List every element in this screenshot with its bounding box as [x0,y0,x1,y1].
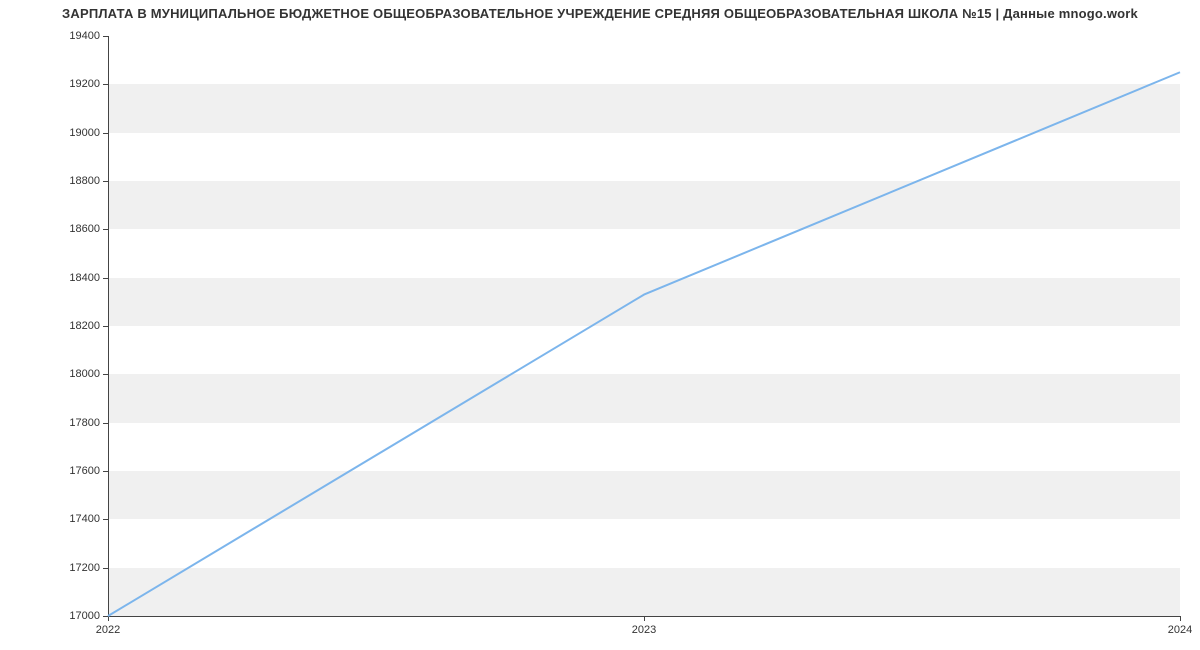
x-tick-label: 2024 [1168,624,1192,636]
y-tick-label: 18800 [69,175,100,187]
y-tick-label: 18600 [69,223,100,235]
y-tick-label: 18400 [69,272,100,284]
x-tick-label: 2023 [632,624,656,636]
y-tick-label: 17400 [69,513,100,525]
x-tick-label: 2022 [96,624,120,636]
plot-area: 1700017200174001760017800180001820018400… [108,36,1180,616]
chart-title: ЗАРПЛАТА В МУНИЦИПАЛЬНОЕ БЮДЖЕТНОЕ ОБЩЕО… [0,6,1200,21]
x-axis-line [108,616,1180,617]
x-tick-mark [1180,616,1181,621]
y-tick-label: 17000 [69,610,100,622]
y-tick-label: 19200 [69,78,100,90]
y-tick-label: 18200 [69,320,100,332]
y-tick-label: 17600 [69,465,100,477]
y-tick-label: 17200 [69,562,100,574]
chart-container: ЗАРПЛАТА В МУНИЦИПАЛЬНОЕ БЮДЖЕТНОЕ ОБЩЕО… [0,0,1200,650]
y-tick-label: 19400 [69,30,100,42]
y-tick-label: 19000 [69,127,100,139]
series-line-salary [108,72,1180,616]
series-layer [108,36,1180,616]
y-tick-label: 17800 [69,417,100,429]
y-tick-label: 18000 [69,368,100,380]
